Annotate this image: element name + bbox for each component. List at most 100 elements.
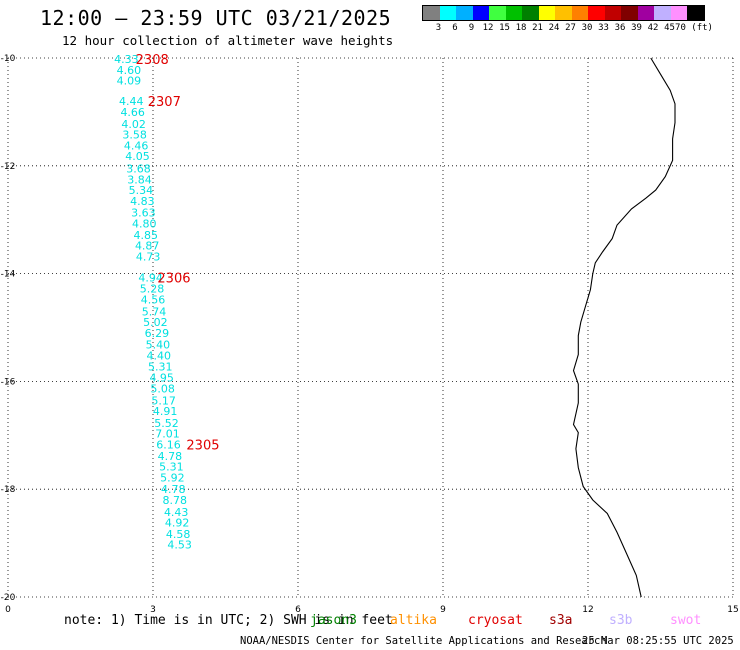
legend-swatch xyxy=(522,6,539,20)
wave-height-label: 4.91 xyxy=(153,405,178,418)
wave-height-label: 4.87 xyxy=(135,240,160,253)
wave-height-label: 4.73 xyxy=(136,250,161,263)
wave-height-label: 4.05 xyxy=(125,150,150,163)
legend-label: 30 xyxy=(581,23,593,33)
wave-height-label: 4.53 xyxy=(167,539,192,552)
pass-number-label: 2306 xyxy=(157,271,190,286)
legend-label: 24 xyxy=(548,23,560,33)
y-tick-label: -20 xyxy=(1,593,16,603)
page-subtitle: 12 hour collection of altimeter wave hei… xyxy=(62,33,394,48)
legend-label: 21 xyxy=(532,23,543,33)
pass-number-label: 2307 xyxy=(148,95,181,110)
wave-height-label: 4.83 xyxy=(130,195,155,208)
x-tick-label: 6 xyxy=(295,605,301,615)
satellite-cryosat: cryosat xyxy=(468,613,523,628)
y-tick-label: -10 xyxy=(1,54,16,64)
wave-height-label: 4.95 xyxy=(149,372,174,385)
wave-height-label: 5.17 xyxy=(151,394,176,407)
satellite-altika: altika xyxy=(390,613,437,628)
wave-height-label: 5.28 xyxy=(140,283,165,296)
satellite-key: jason3 altika cryosat s3a s3b swot xyxy=(0,613,740,629)
wave-height-label: 4.85 xyxy=(134,229,159,242)
wave-height-label: 5.31 xyxy=(159,461,184,474)
wave-height-label: 3.63 xyxy=(131,207,156,220)
wave-height-label: 5.92 xyxy=(160,471,185,484)
wave-height-label: 5.52 xyxy=(154,417,179,430)
legend-label: 6 xyxy=(452,23,458,33)
legend-label: 39 xyxy=(631,23,642,33)
legend-label: 70 (ft) xyxy=(675,23,713,33)
legend-color-bar xyxy=(422,5,705,21)
legend-label: 18 xyxy=(515,23,527,33)
legend-swatch xyxy=(604,6,621,20)
satellite-s3b: s3b xyxy=(609,613,633,628)
x-tick-label: 12 xyxy=(582,605,593,615)
y-tick-label: -16 xyxy=(1,377,16,387)
x-tick-label: 9 xyxy=(440,605,446,615)
legend-swatch xyxy=(654,6,671,20)
legend-label: 27 xyxy=(565,23,576,33)
legend-swatch xyxy=(439,6,456,20)
legend-swatch xyxy=(538,6,555,20)
legend-swatch xyxy=(489,6,506,20)
wave-height-label: 4.09 xyxy=(117,75,142,88)
x-tick-label: 15 xyxy=(727,605,738,615)
y-tick-label: -14 xyxy=(1,270,16,280)
legend-swatch xyxy=(637,6,654,20)
coastline xyxy=(572,57,676,598)
wave-height-label: 4.33 xyxy=(114,53,139,66)
legend-label: 3 xyxy=(435,23,442,33)
pass-number-label: 2308 xyxy=(136,53,169,68)
wave-height-label: 5.74 xyxy=(142,305,167,318)
y-tick-label: -12 xyxy=(1,162,16,172)
timestamp: 25 Mar 08:25:55 UTC 2025 xyxy=(582,635,734,647)
legend-swatch xyxy=(670,6,687,20)
wave-height-label: 4.78 xyxy=(158,450,183,463)
wave-height-label: 4.43 xyxy=(164,506,189,519)
legend-label: 15 xyxy=(499,23,510,33)
wave-height-label: 5.08 xyxy=(150,382,175,395)
wave-height-label: 4.56 xyxy=(141,293,166,306)
wave-height-label: 3.84 xyxy=(127,173,152,186)
wave-height-label: 5.40 xyxy=(146,339,171,352)
wave-height-label: 6.16 xyxy=(156,438,181,451)
wave-height-label: 8.78 xyxy=(163,494,188,507)
satellite-s3a: s3a xyxy=(549,613,573,628)
wave-height-label: 4.80 xyxy=(132,217,157,230)
wave-height-label: 4.92 xyxy=(165,517,190,530)
footer-note: note: 1) Time is in UTC; 2) SWH is in fe… xyxy=(64,613,393,628)
legend-labels: 3 6 9 12 15 18 21 24 27 30 33 36 39 42 45 70 (ft) xyxy=(422,21,713,35)
legend-swatch xyxy=(472,6,489,20)
wave-height-label: 7.01 xyxy=(155,428,180,441)
legend-label: 45 xyxy=(664,23,675,33)
wave-height-label: 4.40 xyxy=(147,350,172,363)
legend-label: 9 xyxy=(468,23,475,33)
wave-height-label: 6.29 xyxy=(145,327,170,340)
legend-label: 12 xyxy=(482,23,494,33)
satellite-jason3: jason3 xyxy=(310,613,357,628)
y-tick-label: -18 xyxy=(1,485,16,495)
legend-swatch xyxy=(571,6,588,20)
credit-text: NOAA/NESDIS Center for Satellite Applica… xyxy=(240,635,607,647)
wave-height-label: 4.78 xyxy=(161,483,186,496)
wave-height-label: 4.44 xyxy=(119,95,144,108)
wave-height-label: 3.68 xyxy=(126,162,151,175)
legend-swatch xyxy=(456,6,473,20)
wave-height-label: 5.31 xyxy=(148,360,173,373)
pass-number-label: 2305 xyxy=(186,438,219,453)
wave-height-label: 3.58 xyxy=(122,129,147,142)
legend-label: 33 xyxy=(598,23,609,33)
page-title: 12:00 – 23:59 UTC 03/21/2025 xyxy=(40,6,392,30)
wave-height-label: 4.58 xyxy=(166,528,191,541)
wave-height-label: 4.02 xyxy=(121,118,146,131)
wave-height-label: 5.34 xyxy=(129,184,154,197)
wave-height-label: 4.46 xyxy=(124,139,149,152)
legend-swatch xyxy=(621,6,638,20)
wave-height-label: 4.66 xyxy=(120,106,145,119)
legend-swatch xyxy=(423,6,440,20)
satellite-swot: swot xyxy=(670,613,702,628)
legend-swatch xyxy=(555,6,572,20)
x-tick-label: 3 xyxy=(150,605,156,615)
wave-height-label: 4.94 xyxy=(138,271,163,284)
